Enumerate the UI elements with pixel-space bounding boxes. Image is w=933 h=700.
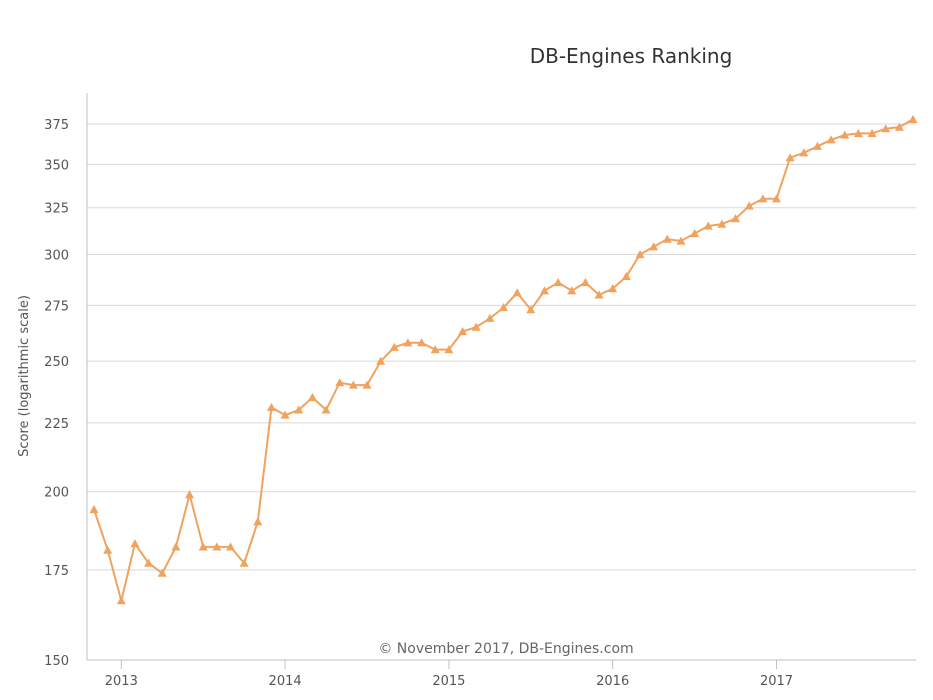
data-point-marker[interactable] bbox=[103, 545, 113, 554]
data-point-marker[interactable] bbox=[785, 153, 795, 162]
data-point-marker[interactable] bbox=[908, 114, 918, 123]
data-point-marker[interactable] bbox=[89, 505, 99, 514]
data-point-marker[interactable] bbox=[717, 219, 727, 228]
data-point-marker[interactable] bbox=[417, 338, 427, 347]
y-tick-label: 325 bbox=[44, 202, 69, 217]
data-point-marker[interactable] bbox=[362, 380, 372, 389]
y-tick-label: 350 bbox=[44, 158, 69, 173]
data-point-marker[interactable] bbox=[116, 596, 126, 605]
y-tick-labels: 150 175 200 225 250 275 300 325 350 375 bbox=[44, 118, 69, 669]
data-point-marker[interactable] bbox=[185, 490, 195, 499]
data-point-marker[interactable] bbox=[526, 305, 536, 314]
data-point-marker[interactable] bbox=[307, 392, 317, 401]
data-point-marker[interactable] bbox=[471, 322, 481, 331]
data-point-marker[interactable] bbox=[512, 288, 522, 297]
data-point-marker[interactable] bbox=[266, 402, 276, 412]
data-point-marker[interactable] bbox=[853, 128, 863, 138]
x-tick-labels: 2013 2014 2015 2016 2017 bbox=[105, 660, 793, 689]
data-point-marker[interactable] bbox=[608, 284, 618, 293]
data-point-marker[interactable] bbox=[485, 313, 495, 322]
data-point-marker[interactable] bbox=[662, 234, 672, 243]
y-tick-label: 250 bbox=[44, 355, 69, 370]
data-point-marker[interactable] bbox=[430, 345, 440, 354]
data-point-marker[interactable] bbox=[157, 568, 167, 577]
x-tick-label: 2014 bbox=[269, 674, 302, 689]
data-point-marker[interactable] bbox=[376, 356, 386, 365]
data-point-marker[interactable] bbox=[649, 242, 659, 251]
y-tick-label: 225 bbox=[44, 417, 69, 432]
data-point-marker[interactable] bbox=[444, 345, 454, 354]
data-point-marker[interactable] bbox=[458, 327, 468, 336]
series-line bbox=[93, 118, 914, 601]
data-point-marker[interactable] bbox=[894, 122, 904, 131]
data-point-marker[interactable] bbox=[676, 236, 686, 245]
data-point-marker[interactable] bbox=[772, 194, 781, 203]
data-point-marker[interactable] bbox=[348, 380, 358, 389]
data-point-marker[interactable] bbox=[198, 542, 208, 551]
data-point-marker[interactable] bbox=[826, 135, 836, 144]
data-point-marker[interactable] bbox=[580, 277, 590, 287]
data-point-marker[interactable] bbox=[744, 201, 754, 210]
y-tick-label: 375 bbox=[44, 118, 69, 133]
data-point-marker[interactable] bbox=[294, 405, 304, 414]
y-tick-label: 175 bbox=[44, 564, 69, 579]
data-point-marker[interactable] bbox=[731, 214, 741, 223]
data-point-marker[interactable] bbox=[253, 517, 263, 526]
data-point-marker[interactable] bbox=[539, 286, 549, 295]
data-point-marker[interactable] bbox=[867, 128, 877, 138]
grid-lines bbox=[87, 123, 916, 571]
data-point-marker[interactable] bbox=[212, 542, 222, 551]
data-point-marker[interactable] bbox=[130, 539, 140, 548]
y-tick-label: 300 bbox=[44, 249, 69, 264]
chart-title: DB-Engines Ranking bbox=[530, 44, 733, 68]
series-group bbox=[89, 114, 918, 605]
data-point-marker[interactable] bbox=[335, 378, 345, 387]
y-tick-label: 275 bbox=[44, 299, 69, 314]
data-point-marker[interactable] bbox=[499, 303, 508, 312]
data-point-marker[interactable] bbox=[321, 405, 331, 414]
data-point-marker[interactable] bbox=[799, 148, 809, 157]
data-point-marker[interactable] bbox=[226, 542, 235, 551]
data-point-marker[interactable] bbox=[758, 194, 768, 203]
data-point-marker[interactable] bbox=[703, 221, 713, 230]
y-tick-label: 200 bbox=[44, 486, 69, 501]
data-point-marker[interactable] bbox=[635, 250, 645, 259]
data-point-marker[interactable] bbox=[280, 410, 290, 419]
x-tick-label: 2017 bbox=[760, 674, 793, 689]
data-point-marker[interactable] bbox=[690, 228, 700, 238]
data-point-marker[interactable] bbox=[403, 338, 413, 347]
data-point-marker[interactable] bbox=[171, 542, 181, 551]
y-axis-title: Score (logarithmic scale) bbox=[17, 295, 32, 457]
data-point-marker[interactable] bbox=[389, 342, 399, 351]
x-tick-label: 2015 bbox=[432, 674, 465, 689]
data-point-marker[interactable] bbox=[239, 558, 249, 567]
y-tick-label: 150 bbox=[44, 654, 69, 669]
data-point-marker[interactable] bbox=[594, 290, 604, 299]
data-point-marker[interactable] bbox=[840, 130, 850, 139]
data-point-marker[interactable] bbox=[881, 124, 891, 133]
x-tick-label: 2016 bbox=[596, 674, 629, 689]
x-tick-label: 2013 bbox=[105, 674, 138, 689]
data-point-marker[interactable] bbox=[553, 277, 563, 287]
data-point-marker[interactable] bbox=[567, 286, 577, 295]
data-point-marker[interactable] bbox=[621, 271, 631, 280]
credit-text[interactable]: © November 2017, DB-Engines.com bbox=[378, 641, 633, 657]
data-point-marker[interactable] bbox=[812, 141, 822, 150]
data-point-marker[interactable] bbox=[144, 558, 154, 567]
